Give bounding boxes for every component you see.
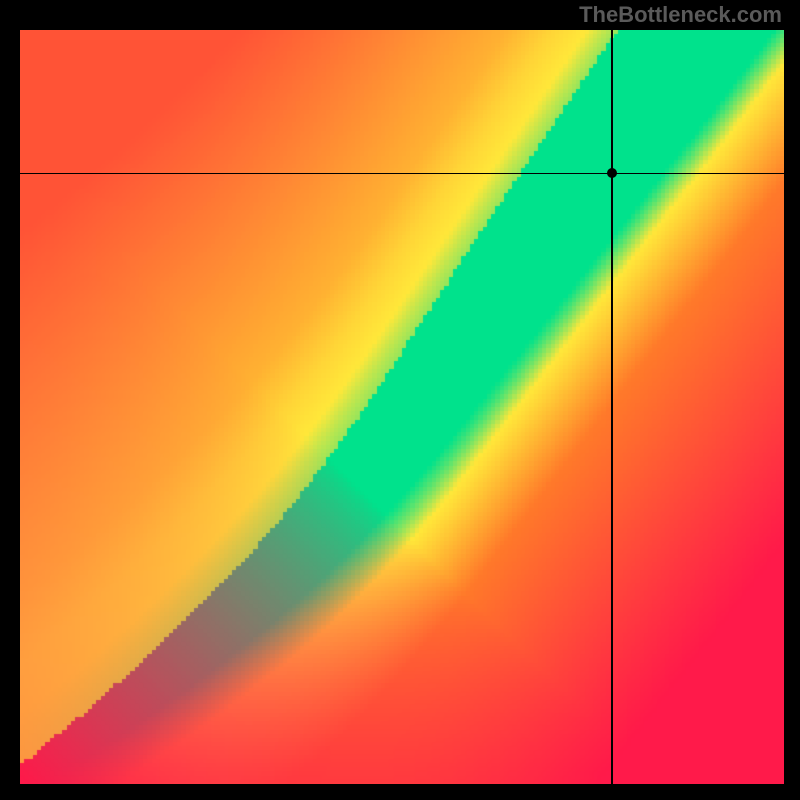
crosshair-marker (607, 168, 617, 178)
frame-left (0, 0, 20, 800)
heatmap-canvas (20, 30, 784, 784)
crosshair-horizontal (20, 173, 784, 175)
plot-area (20, 30, 784, 784)
chart-container: TheBottleneck.com (0, 0, 800, 800)
frame-right (784, 0, 800, 800)
watermark-text: TheBottleneck.com (579, 2, 782, 28)
crosshair-vertical (611, 30, 613, 784)
frame-bottom (0, 784, 800, 800)
